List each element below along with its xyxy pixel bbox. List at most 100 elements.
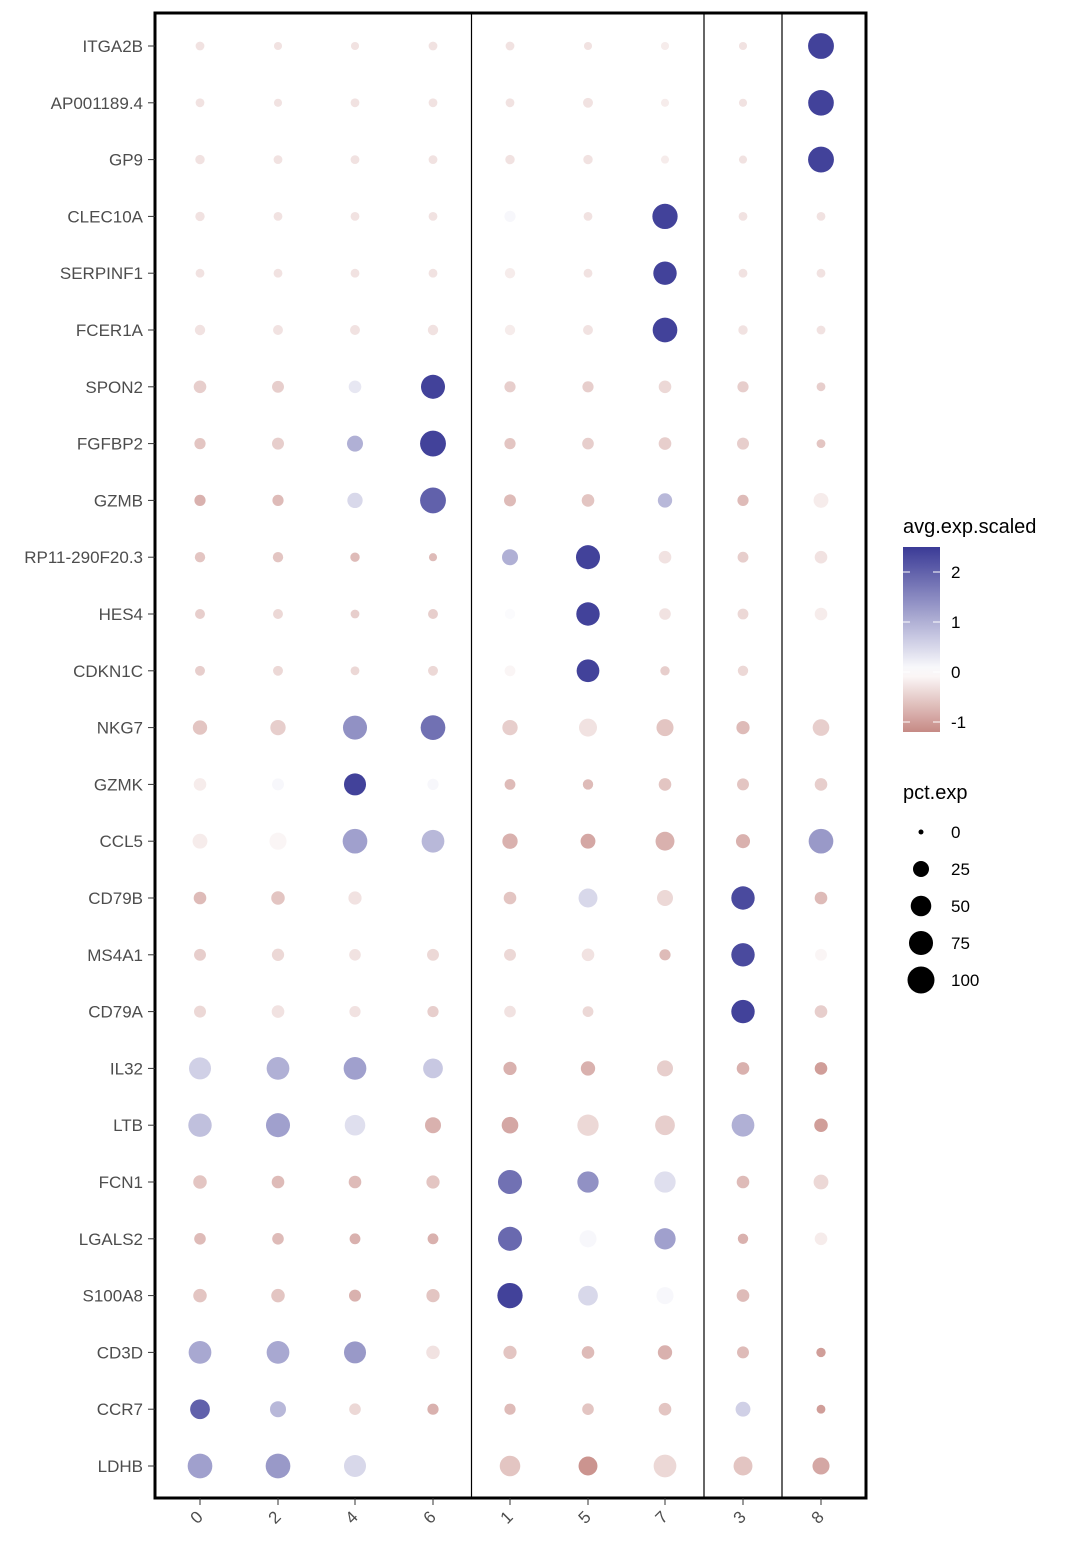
dot-CD79B-6 <box>427 892 439 904</box>
dot-RP11-290F20.3-3 <box>737 551 749 563</box>
dot-IL32-8 <box>814 1062 828 1075</box>
dot-SPON2-4 <box>348 380 362 394</box>
y-tick-label: LDHB <box>98 1457 143 1476</box>
colorbar-label: 1 <box>951 613 960 632</box>
dot-FCN1-3 <box>736 1175 750 1189</box>
y-tick-label: S100A8 <box>83 1287 144 1306</box>
y-tick-label: GP9 <box>109 151 143 170</box>
dot-CD79B-2 <box>271 891 285 905</box>
dot-SERPINF1-8 <box>816 268 826 278</box>
dot-CD79B-8 <box>814 891 828 905</box>
dot-FCER1A-4 <box>350 325 360 335</box>
dot-LTB-3 <box>731 1113 755 1137</box>
dot-MS4A1-0 <box>194 948 206 961</box>
dot-S100A8-6 <box>426 1288 440 1303</box>
y-tick-label: SPON2 <box>85 378 143 397</box>
size-legend-title: pct.exp <box>903 782 967 804</box>
dot-CCL5-8 <box>808 828 834 854</box>
dot-GP9-4 <box>350 155 360 165</box>
dot-S100A8-5 <box>578 1285 598 1306</box>
dot-FCN1-1 <box>497 1169 523 1195</box>
dot-SERPINF1-2 <box>273 268 283 278</box>
dot-SPON2-8 <box>816 382 826 392</box>
dot-LGALS2-7 <box>654 1228 676 1250</box>
dot-RP11-290F20.3-0 <box>194 552 206 563</box>
dot-SERPINF1-4 <box>350 268 360 278</box>
dot-CCL5-1 <box>502 833 518 849</box>
dot-MS4A1-3 <box>731 943 755 967</box>
size-legend-dot <box>913 861 929 877</box>
dot-SERPINF1-1 <box>504 268 516 279</box>
dot-GP9-7 <box>660 155 670 164</box>
dot-SPON2-0 <box>193 380 207 394</box>
dot-CDKN1C-5 <box>576 659 600 683</box>
dot-S100A8-3 <box>736 1289 750 1302</box>
dot-GZMK-8 <box>814 778 828 791</box>
y-tick-label: GZMB <box>94 491 143 510</box>
dot-CD79B-5 <box>578 888 598 908</box>
dot-GZMK-2 <box>272 778 284 791</box>
dot-RP11-290F20.3-7 <box>658 550 672 564</box>
dot-LGALS2-3 <box>737 1233 749 1244</box>
dot-FGFBP2-0 <box>194 437 206 450</box>
dot-IL32-4 <box>343 1057 367 1080</box>
dot-CD79A-7 <box>660 1006 670 1017</box>
dot-FGFBP2-4 <box>347 435 363 452</box>
dot-FCER1A-5 <box>583 325 593 335</box>
colorbar-label: 2 <box>951 563 960 582</box>
dot-CDKN1C-8 <box>815 664 827 677</box>
dot-ITGA2B-8 <box>808 33 834 59</box>
dot-LDHB-5 <box>578 1456 598 1476</box>
dot-CCL5-2 <box>269 832 287 850</box>
panel-background <box>155 13 866 1498</box>
dot-FCN1-0 <box>193 1175 207 1189</box>
dot-LDHB-4 <box>343 1454 367 1478</box>
dot-GZMK-0 <box>193 778 207 791</box>
dot-CLEC10A-4 <box>350 211 360 221</box>
dot-GZMB-0 <box>194 494 206 507</box>
dot-FCER1A-0 <box>194 324 206 336</box>
dot-CCR7-8 <box>816 1404 826 1414</box>
dot-GP9-1 <box>505 154 515 165</box>
dot-SPON2-2 <box>272 380 284 393</box>
dot-CDKN1C-6 <box>428 665 438 676</box>
dot-HES4-6 <box>428 609 438 619</box>
dot-CDKN1C-0 <box>195 665 205 676</box>
color-legend-title: avg.exp.scaled <box>903 516 1036 538</box>
y-tick-label: SERPINF1 <box>60 264 143 283</box>
dot-HES4-2 <box>273 609 283 619</box>
dot-HES4-4 <box>350 609 360 619</box>
x-tick-label: 2 <box>265 1507 285 1527</box>
dot-ITGA2B-1 <box>505 41 515 51</box>
dot-HES4-5 <box>576 602 600 626</box>
y-tick-label: CD79A <box>88 1003 143 1022</box>
x-tick-label: 6 <box>420 1507 440 1527</box>
dot-CLEC10A-1 <box>504 210 516 223</box>
dot-CLEC10A-0 <box>195 211 205 222</box>
dot-HES4-7 <box>659 608 671 620</box>
dot-SERPINF1-7 <box>653 261 677 285</box>
dot-FGFBP2-3 <box>737 437 749 450</box>
dot-CDKN1C-4 <box>350 666 360 676</box>
dot-CLEC10A-7 <box>652 203 678 230</box>
dot-GZMB-8 <box>813 492 829 508</box>
dot-CDKN1C-7 <box>660 666 670 676</box>
dot-CD79A-4 <box>349 1005 361 1018</box>
dot-CLEC10A-3 <box>738 211 748 221</box>
dot-LTB-5 <box>577 1114 599 1136</box>
y-tick-label: AP001189.4 <box>51 94 143 113</box>
dot-LTB-4 <box>344 1114 366 1136</box>
dot-LTB-2 <box>265 1113 291 1138</box>
dot-FCN1-6 <box>426 1175 440 1189</box>
dot-CLEC10A-2 <box>273 211 283 221</box>
dot-FCN1-4 <box>348 1175 362 1189</box>
dot-CD79B-1 <box>503 891 517 905</box>
dot-MS4A1-2 <box>271 948 285 961</box>
dot-IL32-0 <box>188 1057 212 1080</box>
dot-RP11-290F20.3-1 <box>502 549 518 566</box>
dot-CD79A-0 <box>194 1005 206 1018</box>
dot-CD79B-7 <box>657 890 673 906</box>
dot-MS4A1-5 <box>581 948 595 962</box>
dot-LTB-6 <box>425 1117 441 1134</box>
dot-RP11-290F20.3-2 <box>272 552 284 563</box>
